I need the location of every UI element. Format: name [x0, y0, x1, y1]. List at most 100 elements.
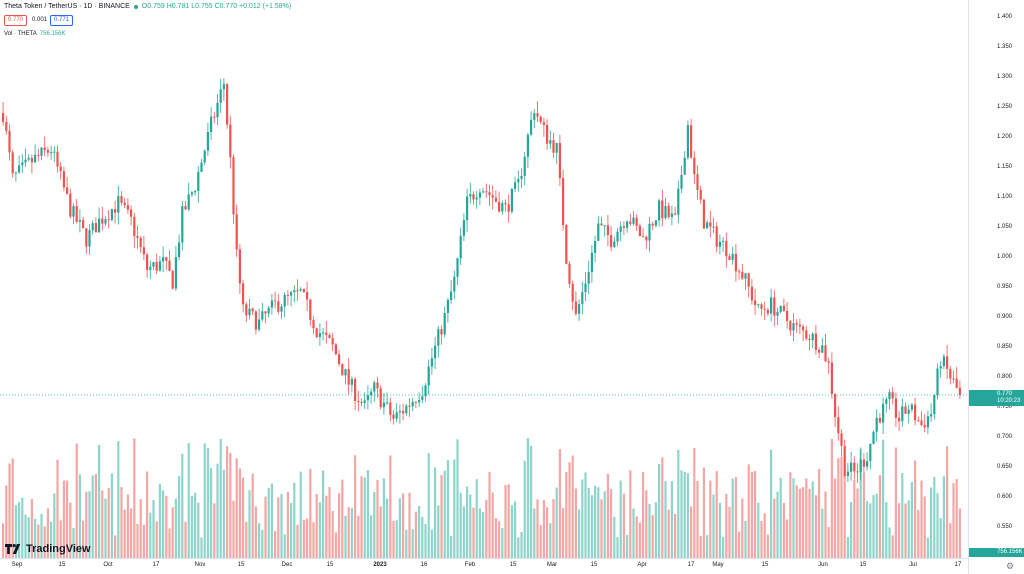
buy-price-button[interactable]: 0.771 — [50, 15, 74, 26]
candle-body — [344, 369, 347, 376]
volume-bar — [302, 519, 305, 558]
candle-body — [898, 417, 901, 422]
candle-body — [798, 324, 801, 327]
volume-bar — [181, 453, 184, 558]
volume-bar — [200, 537, 203, 558]
candle-body — [837, 417, 840, 434]
volume-bar — [347, 507, 350, 558]
volume-bar — [770, 449, 773, 558]
volume-bar — [142, 524, 145, 558]
volume-bar — [866, 501, 869, 558]
last-price-value: 0.770 — [997, 391, 1013, 397]
volume-bar — [645, 490, 648, 558]
volume-legend[interactable]: Vol · THETA 756.156K — [4, 31, 66, 37]
candle-body — [277, 301, 280, 312]
price-tick-label: 0.800 — [997, 374, 1013, 380]
candle-body — [795, 323, 798, 325]
volume-bar — [763, 513, 766, 558]
volume-bar — [734, 477, 737, 558]
candle-body — [341, 364, 344, 376]
time-tick-label: 17 — [954, 562, 962, 568]
candle-body — [606, 225, 609, 236]
volume-bar — [674, 513, 677, 558]
volume-bar — [526, 438, 529, 558]
volume-bar — [482, 512, 485, 558]
candle-body — [91, 223, 94, 231]
candle-body — [165, 257, 168, 261]
volume-bar — [114, 535, 117, 558]
bar-countdown: 10:20:23 — [997, 398, 1021, 404]
volume-bar — [446, 460, 449, 558]
volume-bar — [747, 464, 750, 558]
volume-bar — [14, 505, 17, 558]
volume-bar — [219, 438, 222, 558]
candle-body — [741, 271, 744, 279]
volume-bar — [8, 463, 11, 558]
candle-body — [821, 345, 824, 353]
volume-bar — [904, 503, 907, 558]
candle-body — [738, 271, 741, 273]
volume-bar — [232, 500, 235, 558]
candle-body — [584, 283, 587, 293]
candle-body — [168, 260, 171, 271]
candle-body — [834, 393, 837, 418]
volume-bar — [600, 499, 603, 558]
time-tick-label: 15 — [326, 562, 334, 568]
candle-body — [446, 300, 449, 313]
candle-body — [693, 157, 696, 175]
volume-bar — [664, 481, 667, 558]
candle-body — [510, 188, 513, 212]
sell-price-button[interactable]: 0.770 — [4, 15, 28, 26]
candle-body — [408, 405, 411, 407]
candle-body — [696, 174, 699, 190]
volume-bar — [702, 467, 705, 558]
volume-bar — [213, 503, 216, 558]
volume-bar — [248, 490, 251, 558]
volume-bar — [594, 485, 597, 558]
volume-bar — [504, 485, 507, 558]
candle-body — [155, 262, 158, 271]
candle-body — [587, 272, 590, 284]
candle-body — [418, 399, 421, 403]
time-axis[interactable]: Sep 15 Oct 17 Nov 15 Dec 15 2023 16 Feb 15 Mar 15 Apr 1… — [0, 558, 968, 574]
candle-body — [571, 283, 574, 302]
candle-body — [194, 190, 197, 193]
volume-bar — [245, 521, 248, 558]
tradingview-logo[interactable]: TradingView — [5, 543, 91, 555]
candle-body — [440, 329, 443, 335]
candle-body — [14, 172, 17, 174]
candle-body — [110, 209, 113, 221]
candle-body — [46, 150, 49, 153]
volume-bar — [280, 493, 283, 558]
candle-body — [776, 311, 779, 316]
symbol-title[interactable]: Theta Token / TetherUS · 1D · BINANCE — [4, 3, 130, 10]
candle-body — [949, 368, 952, 379]
volume-bar — [24, 514, 27, 558]
volume-bar — [315, 493, 318, 558]
price-axis[interactable]: 1.400 1.350 1.300 1.250 1.200 1.150 1.100 1.050… — [968, 0, 1024, 574]
candlestick-chart[interactable] — [0, 0, 968, 558]
volume-bar — [539, 525, 542, 558]
candle-body — [680, 174, 683, 189]
volume-bar — [325, 495, 328, 558]
candle-body — [75, 206, 78, 222]
candle-body — [632, 217, 635, 224]
volume-bar — [494, 517, 497, 558]
volume-bar — [619, 480, 622, 558]
candle-body — [706, 222, 709, 229]
settings-gear-icon[interactable]: ⚙ — [1006, 561, 1015, 571]
candle-body — [242, 283, 245, 305]
volume-bar — [530, 445, 533, 558]
candle-body — [331, 337, 334, 345]
candle-body — [530, 119, 533, 135]
volume-bar — [306, 518, 309, 558]
volume-bar — [715, 471, 718, 558]
volume-bar — [11, 458, 14, 558]
volume-bar — [571, 455, 574, 558]
candle-body — [533, 113, 536, 120]
candle-body — [382, 402, 385, 408]
candle-body — [184, 206, 187, 210]
volume-bar — [59, 520, 62, 558]
volume-bar — [754, 470, 757, 558]
time-tick-label: 2023 — [373, 562, 387, 568]
